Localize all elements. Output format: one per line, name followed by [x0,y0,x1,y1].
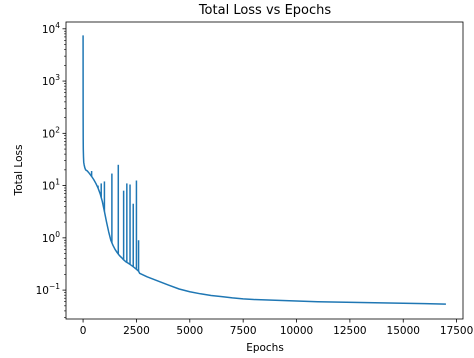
x-tick-label: 5000 [176,325,203,337]
x-tick-label: 15000 [387,325,420,337]
x-tick-label: 17500 [440,325,473,337]
x-tick-label: 7500 [230,325,257,337]
y-tick-label: 102 [42,125,60,140]
x-tick-label: 0 [80,325,87,337]
spike-layer [90,164,140,272]
x-tick-label: 12500 [333,325,366,337]
chart-title: Total Loss vs Epochs [198,3,332,18]
y-axis-ticks: 10−1 100 101 102 103 104 [36,21,66,318]
y-tick-label: 104 [42,21,60,36]
axes-frame [65,21,464,320]
y-tick-label: 103 [42,73,60,88]
y-tick-label: 100 [42,230,60,245]
loss-series-line [82,35,446,305]
x-tick-label: 10000 [280,325,313,337]
x-axis-label: Epochs [246,342,284,354]
y-axis-label: Total Loss [13,145,25,197]
x-axis-ticks: 0 2500 5000 7500 10000 12500 15000 17500 [80,319,473,337]
y-tick-label: 10−1 [36,282,61,297]
y-tick-label: 101 [42,178,60,193]
x-tick-label: 2500 [123,325,150,337]
